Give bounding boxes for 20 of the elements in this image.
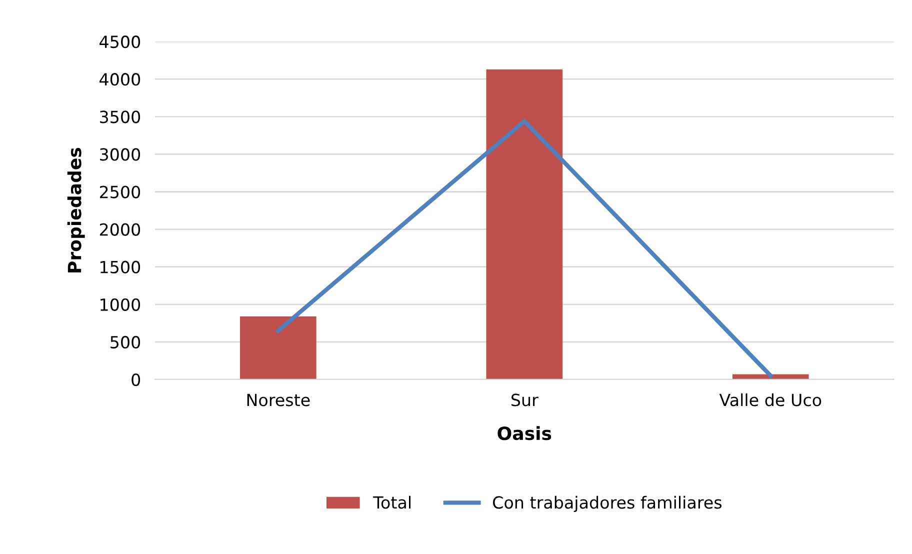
bar: [732, 374, 809, 380]
y-tick-label: 1500: [100, 260, 140, 274]
legend-label: Total: [373, 496, 411, 509]
y-tick-label: 4500: [100, 36, 140, 48]
y-axis-title: Propiedades: [67, 148, 85, 272]
legend-label: Con trabajadores familiares: [493, 496, 722, 512]
y-tick-label: 1000: [100, 298, 140, 311]
y-tick-label: 4000: [100, 73, 140, 86]
y-tick-label: 3500: [100, 110, 140, 124]
bar: [486, 69, 563, 380]
y-tick-label: 500: [110, 336, 140, 349]
bar: [240, 316, 316, 380]
y-tick-label: 2500: [100, 186, 140, 198]
x-tick-label: Sur: [512, 394, 538, 406]
y-tick-label: 0: [132, 373, 140, 386]
x-tick-label: Valle de Uco: [719, 393, 822, 406]
y-tick-label: 3000: [100, 148, 140, 161]
x-axis-title: Oasis: [498, 426, 552, 440]
y-tick-label: 2000: [100, 223, 140, 236]
x-tick-label: Noreste: [247, 394, 310, 406]
